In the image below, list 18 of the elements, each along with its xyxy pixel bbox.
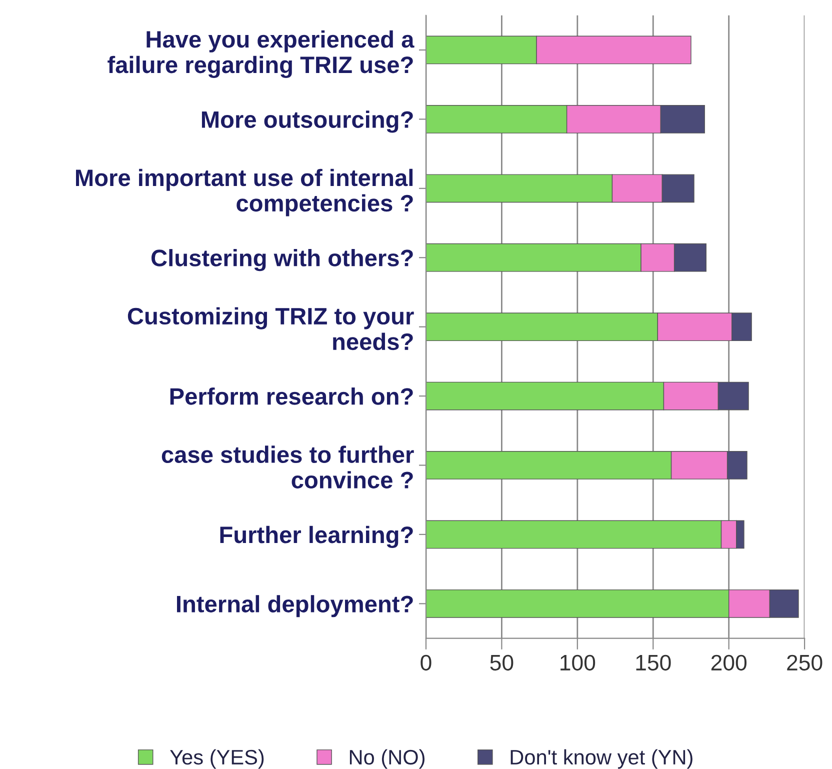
y-tick-label: Have you experienced a failure regarding TRIZ use? bbox=[108, 30, 414, 78]
x-tick-label: 200 bbox=[711, 654, 747, 671]
legend-label: No (NO) bbox=[350, 749, 424, 769]
y-tick-label: Internal deployment? bbox=[177, 595, 413, 618]
x-tick-label: 0 bbox=[420, 654, 432, 671]
legend-label: Yes (YES) bbox=[170, 749, 264, 769]
y-tick-label: Customizing TRIZ to your needs? bbox=[128, 307, 414, 350]
x-tick-label: 50 bbox=[490, 654, 514, 671]
x-tick-label: 100 bbox=[560, 654, 596, 671]
x-tick-label: 250 bbox=[787, 654, 822, 671]
legend-label: Don't know yet (YN) bbox=[510, 749, 692, 769]
y-tick-label: Perform research on? bbox=[170, 387, 413, 405]
y-tick-label: Further learning? bbox=[220, 526, 413, 548]
y-tick-label: More important use of internal competencies ? bbox=[76, 168, 413, 216]
y-tick-label: More outsourcing? bbox=[202, 110, 413, 133]
x-tick-label: 150 bbox=[636, 654, 671, 671]
y-tick-label: Clustering with others? bbox=[152, 249, 413, 272]
y-tick-label: case studies to further convince ? bbox=[162, 446, 414, 488]
